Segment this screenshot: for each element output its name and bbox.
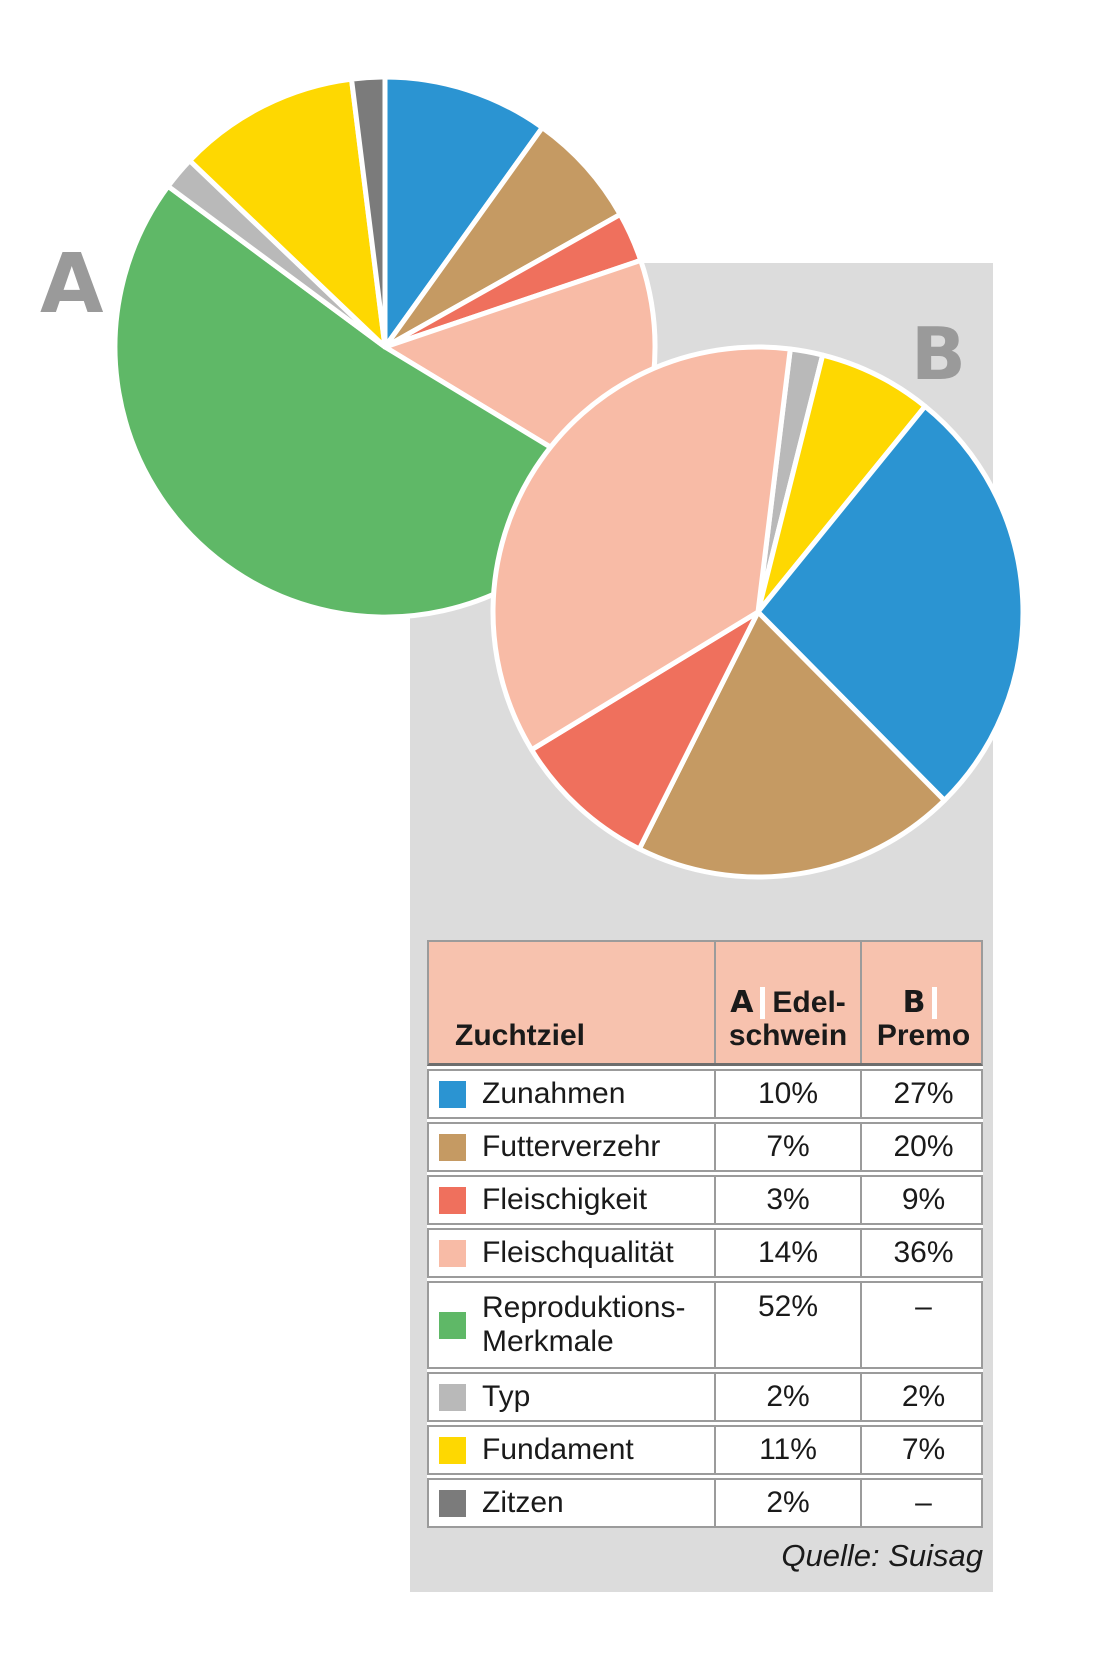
value-cell-edelschwein: 3% [714, 1177, 860, 1223]
goal-label: Fleischigkeit [482, 1183, 648, 1217]
header-breed-b-line2: Premo [876, 1019, 971, 1053]
header-letter-b: B [902, 984, 926, 1020]
goal-cell: Fleischigkeit [429, 1177, 714, 1223]
pie-b-slice-fleischigkeit [529, 609, 761, 852]
value-cell-edelschwein: 7% [714, 1124, 860, 1170]
chart-label-b: B [911, 312, 966, 396]
value-cell-premo: 20% [860, 1124, 985, 1170]
header-breed-a-line2: schwein [728, 1019, 848, 1053]
header-cell-b-premo: B Premo [860, 942, 985, 1063]
chart-label-a: A [40, 237, 104, 332]
source-credit: Quelle: Suisag [781, 1538, 983, 1573]
value-cell-premo: 27% [860, 1071, 985, 1117]
goal-cell: Zitzen [429, 1480, 714, 1526]
legend-swatch-futterverzehr [439, 1133, 466, 1161]
goal-cell: Futterverzehr [429, 1124, 714, 1170]
legend-swatch-typ [439, 1383, 466, 1411]
legend-swatch-fleischigkeit [439, 1186, 466, 1214]
goal-label: Zunahmen [482, 1077, 626, 1111]
goal-cell: Zunahmen [429, 1071, 714, 1117]
header-cell-a-edelschwein: A Edel- schwein [714, 942, 860, 1063]
header-goal-label: Zuchtziel [455, 1019, 586, 1053]
legend-swatch-fundament [439, 1436, 466, 1464]
pie-chart-b-premo [490, 344, 1026, 880]
table-header-row: Zuchtziel A Edel- schwein B Premo [427, 940, 983, 1066]
value-cell-edelschwein: 52% [714, 1283, 860, 1367]
goal-label: Typ [482, 1380, 531, 1414]
value-cell-premo: – [860, 1480, 985, 1526]
value-cell-premo: 36% [860, 1230, 985, 1276]
goal-cell: Reproduktions- Merkmale [429, 1283, 714, 1367]
pie-a-slice-zitzen [348, 74, 388, 350]
table-row-fleischqualit-t: Fleischqualität 14% 36% [427, 1228, 983, 1278]
value-cell-premo: 2% [860, 1374, 985, 1420]
table-body: Zunahmen 10% 27% Futterverzehr 7% 20% Fleischi… [427, 1069, 983, 1528]
legend-swatch-zitzen [439, 1489, 466, 1517]
goal-label: Zitzen [482, 1486, 564, 1520]
pie-a-slice-fundament [187, 76, 388, 350]
goal-cell: Typ [429, 1374, 714, 1420]
header-letter-a: A [730, 984, 754, 1020]
value-cell-premo: 7% [860, 1427, 985, 1473]
legend-swatch-reproduktions-merkmale [439, 1311, 466, 1339]
table-row-fundament: Fundament 11% 7% [427, 1425, 983, 1475]
header-divider-bar [760, 986, 766, 1019]
value-cell-premo: – [860, 1283, 985, 1367]
goal-label: Fundament [482, 1433, 634, 1467]
goal-label: Futterverzehr [482, 1130, 661, 1164]
table-row-fleischigkeit: Fleischigkeit 3% 9% [427, 1175, 983, 1225]
value-cell-premo: 9% [860, 1177, 985, 1223]
value-cell-edelschwein: 11% [714, 1427, 860, 1473]
goal-label: Reproduktions- Merkmale [482, 1291, 686, 1358]
table-row-futterverzehr: Futterverzehr 7% 20% [427, 1122, 983, 1172]
legend-swatch-zunahmen [439, 1080, 466, 1108]
pie-b-slice-fleischqualit-t [490, 344, 793, 753]
goal-cell: Fundament [429, 1427, 714, 1473]
goal-cell: Fleischqualität [429, 1230, 714, 1276]
value-cell-edelschwein: 2% [714, 1374, 860, 1420]
legend-swatch-fleischqualit-t [439, 1239, 466, 1267]
table-row-zunahmen: Zunahmen 10% 27% [427, 1069, 983, 1119]
goal-label: Fleischqualität [482, 1236, 674, 1270]
table-row-typ: Typ 2% 2% [427, 1372, 983, 1422]
pie-a-slice-zunahmen [382, 74, 545, 350]
header-breed-a-line1: Edel- [772, 985, 846, 1019]
value-cell-edelschwein: 10% [714, 1071, 860, 1117]
pie-b-slice-futterverzehr [636, 609, 947, 880]
table-row-reproduktions-merkmale: Reproduktions- Merkmale 52% – [427, 1281, 983, 1369]
breeding-goal-table: Zuchtziel A Edel- schwein B Premo Zunahme… [427, 940, 983, 1528]
table-row-zitzen: Zitzen 2% – [427, 1478, 983, 1528]
header-cell-zuchtziel: Zuchtziel [429, 942, 714, 1063]
value-cell-edelschwein: 2% [714, 1480, 860, 1526]
header-divider-bar [932, 986, 938, 1019]
pie-b-slice-zunahmen [755, 403, 1026, 803]
value-cell-edelschwein: 14% [714, 1230, 860, 1276]
